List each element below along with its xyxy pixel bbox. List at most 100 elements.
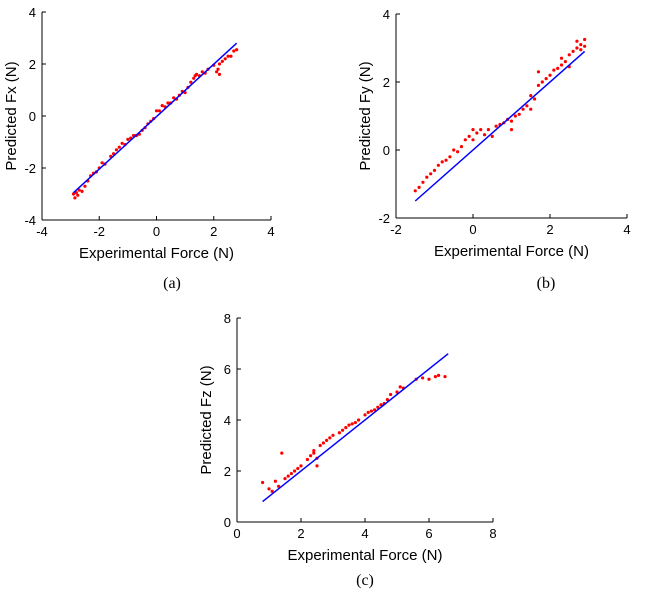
data-point <box>443 375 447 379</box>
x-tick-label: 4 <box>623 222 630 237</box>
data-point <box>373 408 377 412</box>
y-axis-label: Predicted Fy (N) <box>357 61 374 170</box>
data-point <box>229 54 233 58</box>
data-point <box>192 76 196 80</box>
data-point <box>432 168 437 172</box>
data-point <box>299 464 303 468</box>
data-point <box>315 464 319 468</box>
data-point <box>540 80 544 84</box>
y-tick-label: 0 <box>224 515 231 530</box>
data-point <box>379 403 383 407</box>
y-tick-label: 2 <box>224 464 231 479</box>
y-tick-label: 4 <box>383 7 390 22</box>
data-point <box>341 428 345 432</box>
y-tick-label: 6 <box>224 362 231 377</box>
data-point <box>433 375 437 379</box>
data-point <box>363 413 367 417</box>
data-point <box>395 390 399 394</box>
data-point <box>117 145 121 149</box>
data-point <box>529 94 533 98</box>
data-point <box>235 48 239 52</box>
panel-caption: (a) <box>163 275 181 292</box>
x-tick-label: 2 <box>546 222 553 237</box>
data-point <box>536 83 541 87</box>
data-point <box>172 96 176 100</box>
data-point <box>575 39 579 43</box>
data-point <box>223 57 227 61</box>
data-point <box>216 67 220 71</box>
data-point <box>575 46 579 50</box>
data-point <box>529 107 533 111</box>
x-tick-label: 0 <box>469 222 476 237</box>
data-point <box>517 112 521 116</box>
data-point <box>347 423 351 427</box>
data-point <box>544 77 548 81</box>
data-point <box>571 49 575 54</box>
data-point <box>200 70 204 74</box>
data-point <box>232 49 236 53</box>
data-point <box>452 148 456 152</box>
x-tick-label: 0 <box>233 526 240 541</box>
data-point <box>479 128 483 132</box>
data-point <box>440 160 444 164</box>
data-point <box>482 133 487 137</box>
data-point <box>286 474 290 478</box>
data-point <box>215 70 219 74</box>
data-point <box>421 180 425 184</box>
data-point <box>331 433 335 437</box>
x-axis-label: Experimental Force (N) <box>287 547 442 564</box>
data-point <box>463 138 467 142</box>
data-point <box>475 131 479 135</box>
data-point <box>548 73 552 77</box>
data-point <box>273 479 277 483</box>
x-tick-label: 4 <box>267 224 274 239</box>
data-point <box>267 487 271 491</box>
data-point <box>283 477 287 481</box>
data-point <box>444 158 448 162</box>
panel-caption: (c) <box>356 572 374 589</box>
data-point <box>296 466 300 471</box>
x-tick-label: -2 <box>390 222 402 237</box>
data-point <box>77 188 81 192</box>
data-point <box>194 72 199 76</box>
data-point <box>536 70 541 74</box>
data-point <box>471 138 475 142</box>
data-point <box>74 191 78 195</box>
y-tick-label: -4 <box>24 213 36 228</box>
data-point <box>398 385 402 389</box>
data-point <box>293 469 297 473</box>
data-point <box>100 161 104 165</box>
data-point <box>114 148 119 152</box>
x-tick-label: 0 <box>153 224 160 239</box>
data-point <box>226 54 230 58</box>
x-tick-label: -4 <box>36 224 48 239</box>
x-tick-label: 8 <box>489 526 496 541</box>
y-tick-label: 4 <box>224 413 231 428</box>
data-point <box>567 53 571 57</box>
data-point <box>579 43 583 47</box>
data-point <box>385 398 389 402</box>
data-point <box>160 104 164 108</box>
data-point <box>353 420 357 425</box>
data-point <box>217 72 222 76</box>
data-point <box>509 128 514 132</box>
data-point <box>76 193 80 197</box>
data-point <box>376 405 380 409</box>
data-point <box>189 80 193 84</box>
data-point <box>559 63 564 67</box>
data-point <box>583 37 587 42</box>
y-axis-label: Predicted Fz (N) <box>198 365 215 474</box>
y-tick-label: 0 <box>29 109 36 124</box>
data-point <box>309 454 313 458</box>
data-point <box>277 484 281 488</box>
data-point <box>448 155 452 159</box>
fit-line <box>414 50 586 202</box>
x-axis-label: Experimental Force (N) <box>434 243 589 260</box>
data-point <box>325 438 329 442</box>
data-point <box>486 128 490 132</box>
data-point <box>425 175 429 179</box>
data-point <box>261 480 265 485</box>
data-point <box>490 134 494 138</box>
data-point <box>583 44 587 48</box>
data-point <box>494 124 498 128</box>
